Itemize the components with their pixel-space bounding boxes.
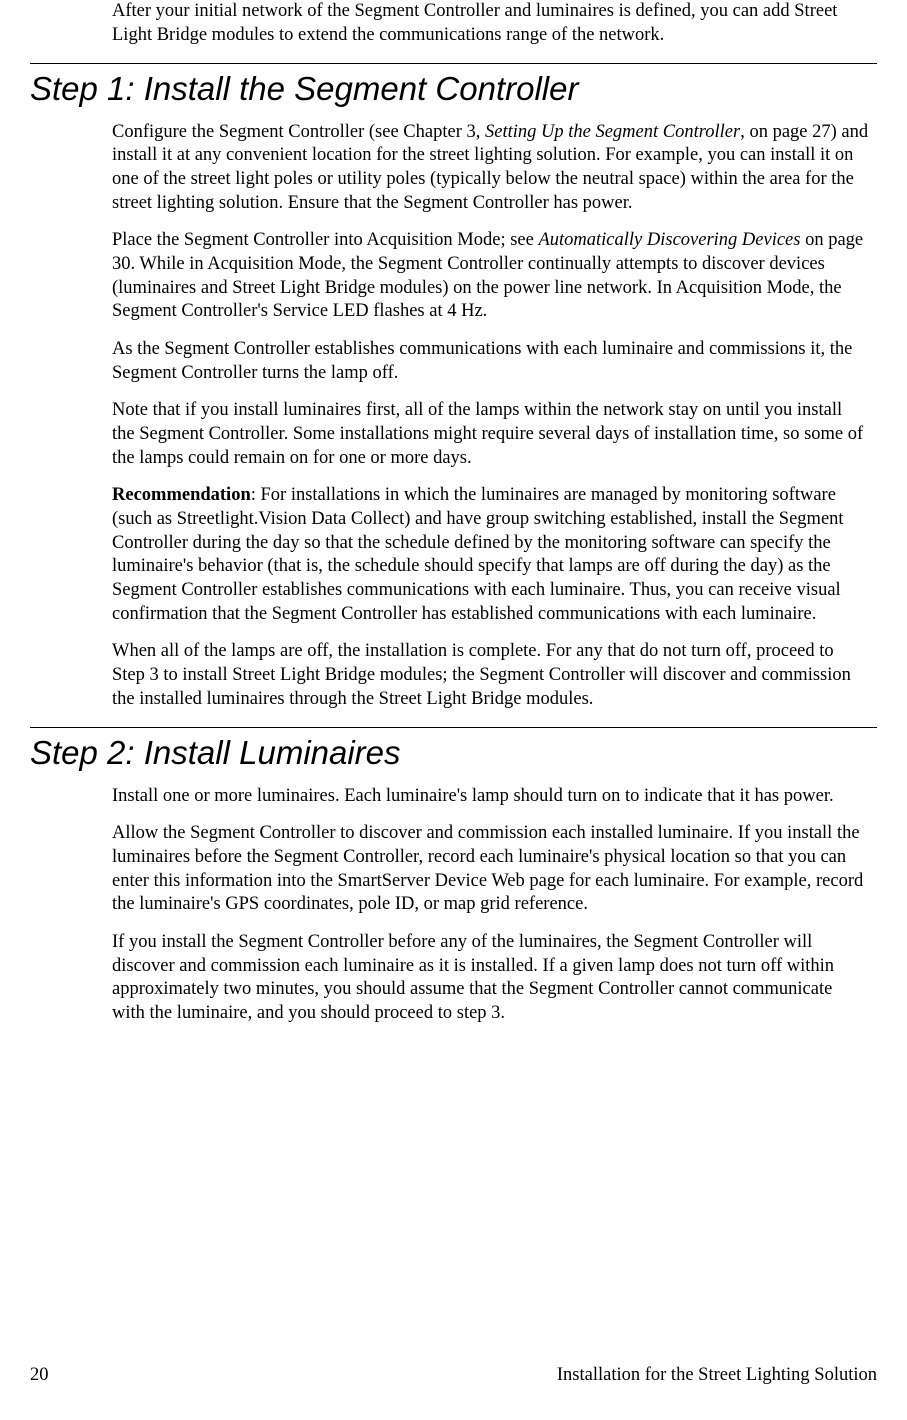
step2-heading: Step 2: Install Luminaires <box>30 732 877 774</box>
page-content: After your initial network of the Segmen… <box>0 0 907 1026</box>
step2-body: Install one or more luminaires. Each lum… <box>112 785 869 1026</box>
step2-p2: Allow the Segment Controller to discover… <box>112 822 869 917</box>
step1-p1: Configure the Segment Controller (see Ch… <box>112 121 869 216</box>
footer-title: Installation for the Street Lighting Sol… <box>557 1364 877 1388</box>
step1-body: Configure the Segment Controller (see Ch… <box>112 121 869 712</box>
step2-p1: Install one or more luminaires. Each lum… <box>112 785 869 809</box>
recommendation-label: Recommendation <box>112 485 251 505</box>
intro-paragraph: After your initial network of the Segmen… <box>112 0 869 47</box>
cross-reference: Setting Up the Segment Controller <box>485 122 740 142</box>
step1-heading: Step 1: Install the Segment Controller <box>30 68 877 110</box>
text-run: Configure the Segment Controller (see Ch… <box>112 122 485 142</box>
cross-reference: Automatically Discovering Devices <box>538 230 800 250</box>
step2-p3: If you install the Segment Controller be… <box>112 931 869 1026</box>
step1-p5: Recommendation: For installations in whi… <box>112 484 869 626</box>
text-run: : For installations in which the luminai… <box>112 485 844 623</box>
section-divider <box>30 63 877 64</box>
step1-p4: Note that if you install luminaires firs… <box>112 399 869 470</box>
intro-block: After your initial network of the Segmen… <box>112 0 869 47</box>
step1-p3: As the Segment Controller establishes co… <box>112 338 869 385</box>
page-footer: 20 Installation for the Street Lighting … <box>30 1364 877 1388</box>
step1-p6: When all of the lamps are off, the insta… <box>112 640 869 711</box>
step1-p2: Place the Segment Controller into Acquis… <box>112 229 869 324</box>
text-run: Place the Segment Controller into Acquis… <box>112 230 538 250</box>
section-divider <box>30 727 877 728</box>
page-number: 20 <box>30 1364 49 1388</box>
